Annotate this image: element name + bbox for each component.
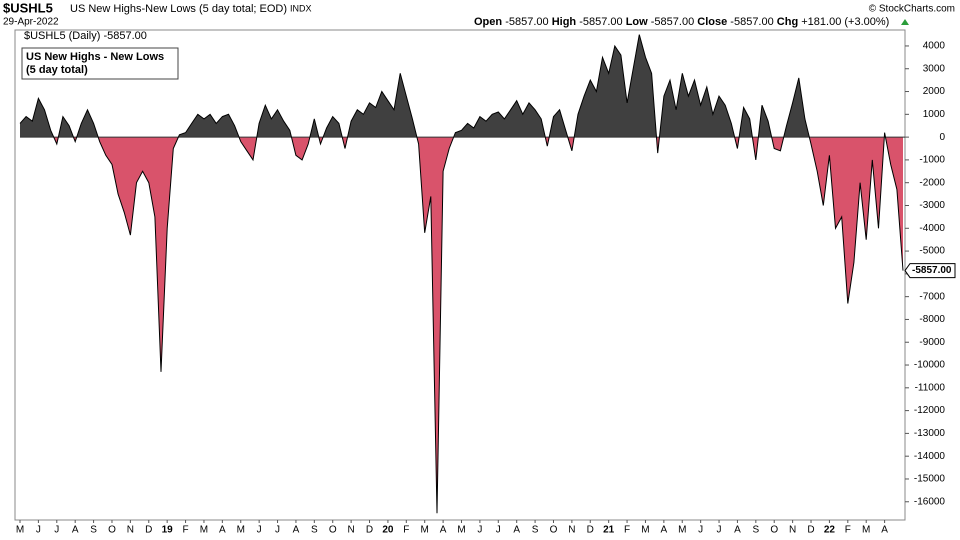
y-tick-label: -5000: [919, 246, 945, 257]
x-tick-label: 22: [824, 525, 836, 536]
y-tick-label: -4000: [919, 223, 945, 234]
y-tick-label: -16000: [914, 496, 946, 507]
x-tick-label: M: [678, 525, 686, 536]
x-tick-label: A: [881, 525, 888, 536]
x-tick-label: A: [661, 525, 668, 536]
y-tick-label: -15000: [914, 474, 946, 485]
x-tick-label: N: [789, 525, 796, 536]
quote-value: -5857.00: [730, 16, 773, 28]
quote-value: -5857.00: [579, 16, 622, 28]
x-tick-label: J: [257, 525, 262, 536]
x-tick-label: M: [421, 525, 429, 536]
x-tick-label: D: [145, 525, 152, 536]
x-tick-label: F: [624, 525, 630, 536]
x-tick-label: A: [219, 525, 226, 536]
negative-area: [53, 137, 903, 514]
x-tick-label: 19: [162, 525, 174, 536]
exchange: INDX: [290, 3, 312, 13]
x-tick-label: F: [403, 525, 409, 536]
quote-label: Open: [474, 16, 502, 28]
title-line: US New Highs - New Lows: [26, 51, 164, 63]
y-tick-label: 3000: [923, 63, 946, 74]
quote-label: Low: [626, 16, 648, 28]
y-tick-label: -7000: [919, 291, 945, 302]
y-tick-label: -1000: [919, 155, 945, 166]
x-tick-label: F: [845, 525, 851, 536]
credit: © StockCharts.com: [869, 4, 955, 15]
plot: [19, 34, 905, 514]
quote-label: High: [552, 16, 577, 28]
symbol: $USHL5: [3, 0, 53, 15]
x-tick-label: O: [550, 525, 558, 536]
x-tick-label: M: [200, 525, 208, 536]
x-tick-label: S: [532, 525, 539, 536]
legend-text: $USHL5 (Daily) -5857.00: [24, 30, 147, 42]
quote-value: -5857.00: [651, 16, 694, 28]
quote-label: Close: [697, 16, 727, 28]
x-tick-label: J: [36, 525, 41, 536]
y-tick-label: -11000: [915, 382, 946, 393]
x-tick-label: M: [457, 525, 465, 536]
x-tick-label: 20: [382, 525, 394, 536]
x-tick-label: D: [366, 525, 373, 536]
x-tick-label: D: [807, 525, 814, 536]
x-tick-label: O: [108, 525, 116, 536]
x-tick-label: A: [293, 525, 300, 536]
y-tick-label: -13000: [914, 428, 946, 439]
quote-value: +181.00 (+3.00%): [801, 16, 889, 28]
quote-label: Chg: [777, 16, 798, 28]
x-tick-label: F: [183, 525, 189, 536]
up-arrow: [901, 19, 909, 25]
last-label: -5857.00: [912, 265, 952, 276]
y-tick-label: -3000: [919, 200, 945, 211]
y-tick-label: 0: [939, 132, 945, 143]
x-tick-label: 21: [603, 525, 615, 536]
x-tick-label: S: [311, 525, 318, 536]
date: 29-Apr-2022: [3, 17, 59, 28]
quote-value: -5857.00: [505, 16, 548, 28]
y-tick-label: -10000: [914, 360, 946, 371]
positive-area: [20, 34, 903, 138]
quote-line: Open -5857.00 High -5857.00 Low -5857.00…: [474, 16, 889, 28]
x-tick-label: J: [275, 525, 280, 536]
x-tick-label: S: [752, 525, 759, 536]
quote: Open -5857.00 High -5857.00 Low -5857.00…: [474, 16, 909, 28]
plot-frame: [14, 29, 906, 521]
x-tick-label: M: [16, 525, 24, 536]
x-tick-label: J: [54, 525, 59, 536]
y-tick-label: -9000: [919, 337, 945, 348]
x-tick-label: M: [641, 525, 649, 536]
x-tick-label: D: [587, 525, 594, 536]
y-tick-label: -2000: [919, 177, 945, 188]
x-tick-label: A: [513, 525, 520, 536]
x-tick-label: M: [237, 525, 245, 536]
x-tick-label: J: [698, 525, 703, 536]
y-tick-label: -8000: [919, 314, 945, 325]
x-tick-label: J: [477, 525, 482, 536]
title-box: [21, 47, 179, 80]
y-tick-label: 1000: [923, 109, 946, 120]
x-tick-label: J: [717, 525, 722, 536]
y-tick-label: 2000: [923, 86, 946, 97]
x-tick-label: A: [734, 525, 741, 536]
y-tick-label: -14000: [914, 451, 946, 462]
line: [19, 34, 904, 514]
x-tick-label: S: [90, 525, 97, 536]
last-tag: [904, 263, 956, 279]
description: US New Highs-New Lows (5 day total; EOD): [70, 3, 287, 15]
x-tick-label: M: [862, 525, 870, 536]
x-tick-label: J: [496, 525, 501, 536]
x-tick-label: N: [568, 525, 575, 536]
x-tick-label: A: [440, 525, 447, 536]
x-tick-label: O: [329, 525, 337, 536]
x-tick-label: A: [72, 525, 79, 536]
x-tick-label: N: [127, 525, 134, 536]
title-line: (5 day total): [26, 64, 88, 76]
y-tick-label: -12000: [914, 405, 946, 416]
x-tick-label: O: [770, 525, 778, 536]
y-tick-label: 4000: [923, 41, 946, 52]
x-tick-label: N: [348, 525, 355, 536]
